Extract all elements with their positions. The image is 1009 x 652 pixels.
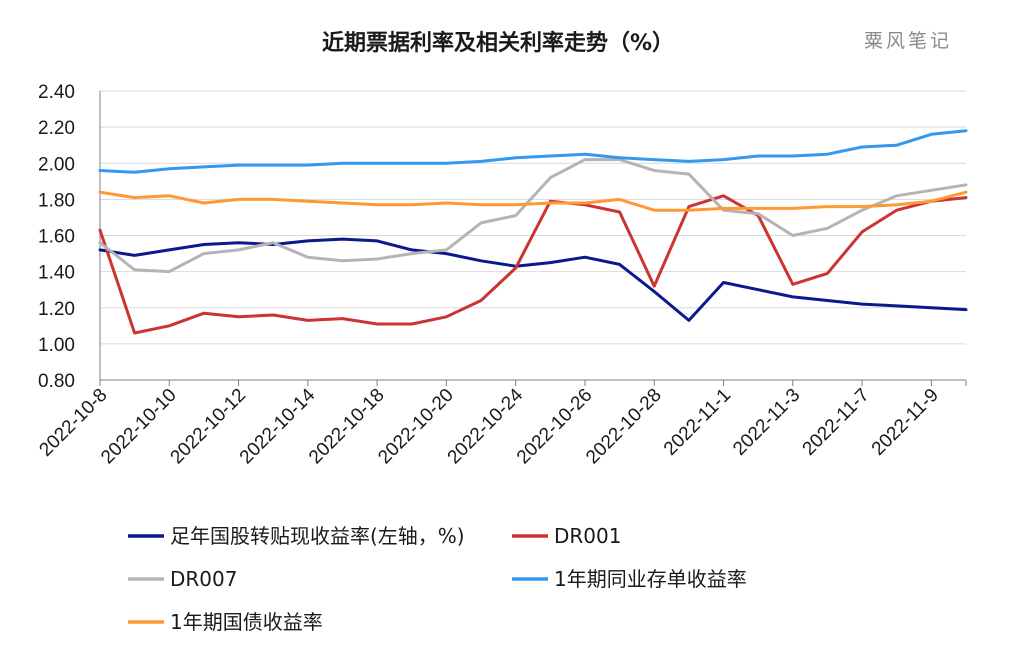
legend-label: DR007 — [170, 567, 237, 591]
y-axis-ticks: 2.40 2.20 2.00 1.80 1.60 1.40 1.20 1.00 0.80 — [38, 82, 75, 392]
watermark: 粟风笔记 — [864, 30, 952, 52]
y-tick-label: 1.80 — [38, 190, 75, 211]
series-line-1 — [98, 194, 968, 335]
series-line-0 — [98, 237, 968, 322]
y-tick-label: 1.20 — [38, 299, 75, 320]
axes — [99, 91, 967, 386]
x-axis-ticks: 2022-10-82022-10-102022-10-122022-10-142… — [35, 384, 942, 468]
series-line-2 — [98, 158, 968, 274]
legend-label: 1年期国债收益率 — [170, 610, 323, 634]
legend-label: DR001 — [554, 524, 621, 548]
series-line-4 — [98, 190, 968, 212]
y-tick-label: 1.40 — [38, 263, 75, 284]
x-tick-label: 2022-11-3 — [729, 385, 804, 460]
x-tick-label: 2022-11-1 — [660, 385, 735, 460]
y-tick-label: 2.40 — [38, 82, 75, 103]
legend: 足年国股转贴现收益率(左轴，%) DR001 DR007 1年期同业存单收益率 1年期国… — [128, 524, 747, 634]
y-tick-label: 2.20 — [38, 118, 75, 139]
y-tick-label: 2.00 — [38, 154, 75, 175]
x-tick-label: 2022-10-28 — [582, 385, 666, 469]
y-tick-label: 0.80 — [38, 371, 75, 392]
legend-label: 1年期同业存单收益率 — [554, 567, 747, 591]
x-tick-label: 2022-11-9 — [868, 385, 943, 460]
x-tick-label: 2022-11-7 — [799, 385, 874, 460]
chart-title: 近期票据利率及相关利率走势（%） — [322, 30, 674, 56]
series-line-3 — [98, 129, 968, 174]
y-tick-label: 1.00 — [38, 335, 75, 356]
series-lines — [98, 129, 968, 335]
y-tick-label: 1.60 — [38, 227, 75, 248]
legend-label: 足年国股转贴现收益率(左轴，%) — [170, 524, 465, 548]
grid — [100, 90, 966, 345]
